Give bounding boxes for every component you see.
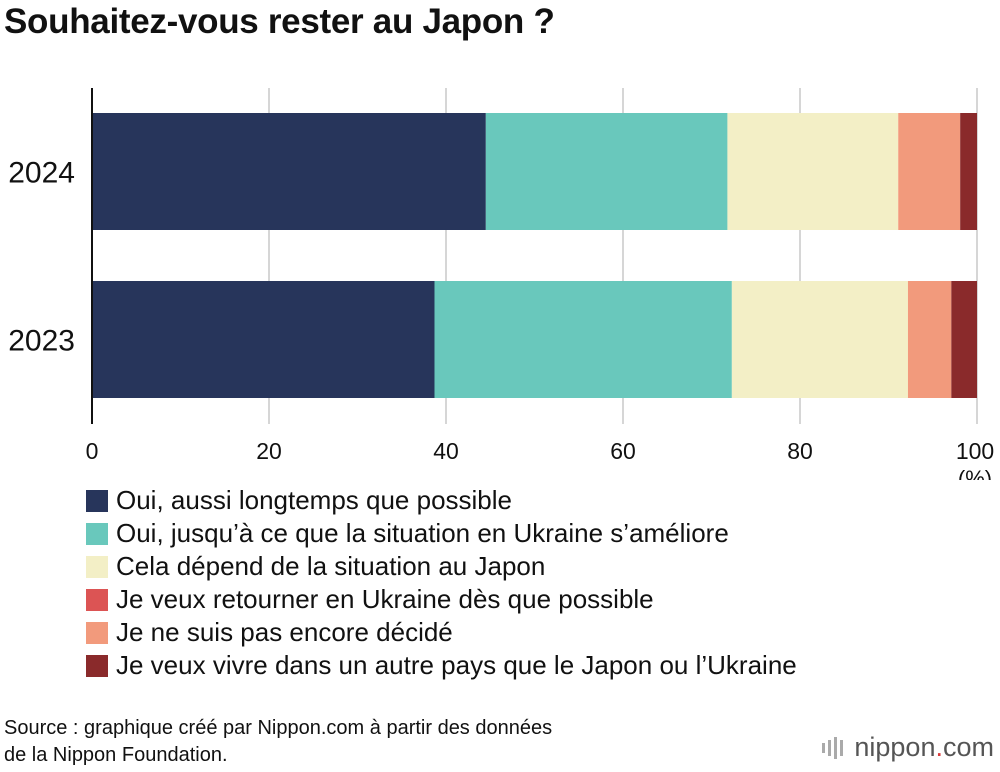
stacked-bar-chart: 2024 2023 0 20 40 60 80 100 (%) [8,88,994,480]
logo-bars-icon [822,736,846,759]
legend-item: Je ne suis pas encore décidé [86,616,797,649]
bar-segment [960,113,977,230]
category-label: 2023 [8,325,75,358]
bar-segment [92,113,486,230]
x-tick-label: 20 [256,438,282,464]
bar-segment [731,281,908,398]
legend-label: Cela dépend de la situation au Japon [116,551,546,581]
bar-segment [951,281,977,398]
bar-segment [485,113,728,230]
bar-segment [898,113,961,230]
legend-label: Je veux retourner en Ukraine dès que pos… [116,584,654,614]
nippon-logo: nippon. com [822,732,994,763]
legend-swatch [86,489,108,512]
legend-item: Je veux retourner en Ukraine dès que pos… [86,583,797,616]
x-tick-label: 60 [610,438,636,464]
source-line: Source : graphique créé par Nippon.com à… [4,717,553,739]
x-tick-label: 0 [86,438,99,464]
legend-swatch [86,555,108,578]
bar-segment [727,113,899,230]
legend: Oui, aussi longtemps que possible Oui, ju… [86,484,797,682]
legend-label: Je ne suis pas encore décidé [116,617,453,647]
category-label: 2024 [8,157,75,190]
legend-swatch [86,588,108,611]
legend-swatch [86,621,108,644]
legend-swatch [86,654,108,677]
source-line: de la Nippon Foundation. [4,744,228,766]
legend-item: Cela dépend de la situation au Japon [86,550,797,583]
legend-label: Oui, jusqu’à ce que la situation en Ukra… [116,518,729,548]
legend-item: Je veux vivre dans un autre pays que le … [86,649,797,682]
x-tick-label: 80 [787,438,813,464]
source-note: Source : graphique créé par Nippon.com à… [4,715,552,769]
x-tick-label: 100 [956,438,994,464]
legend-item: Oui, jusqu’à ce que la situation en Ukra… [86,517,797,550]
legend-label: Je veux vivre dans un autre pays que le … [116,650,797,680]
bar-segment [907,281,952,398]
logo-name: nippon [854,732,936,762]
logo-dot: . [935,732,943,762]
logo-suffix: com [942,732,994,762]
bar-segment [92,281,435,398]
chart-title: Souhaitez-vous rester au Japon ? [4,2,555,41]
legend-item: Oui, aussi longtemps que possible [86,484,797,517]
x-unit-label: (%) [958,466,992,480]
legend-swatch [86,522,108,545]
bar-segment [434,281,732,398]
legend-label: Oui, aussi longtemps que possible [116,485,513,515]
x-tick-label: 40 [433,438,459,464]
